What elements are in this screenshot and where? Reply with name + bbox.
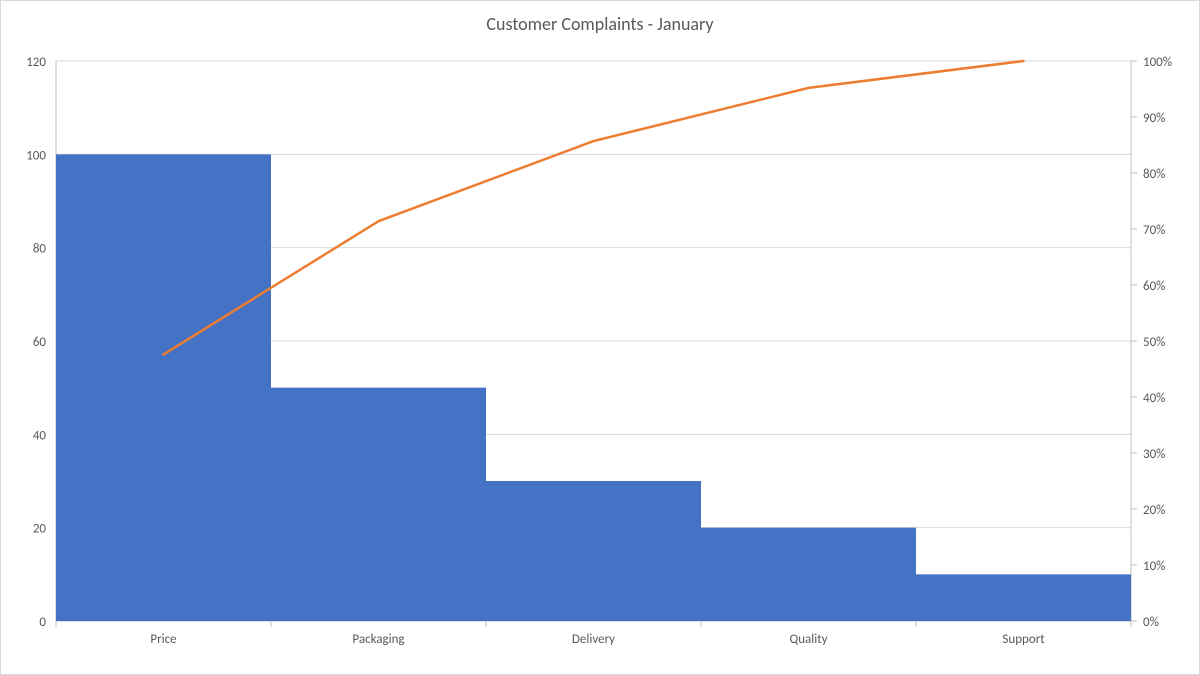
y-right-tick-label: 20% (1143, 503, 1165, 518)
bar (701, 528, 916, 621)
y-right-tick-label: 90% (1143, 111, 1165, 126)
y-right-tick-label: 70% (1143, 223, 1165, 238)
y-right-tick-label: 40% (1143, 391, 1165, 406)
y-left-tick-label: 0 (39, 615, 46, 630)
y-right-tick-label: 50% (1143, 335, 1165, 350)
chart-svg: 0 20 40 60 80 100 120 0% 10% 20% 30% 40% 50% 60% 70% 80… (1, 1, 1200, 675)
bar (486, 481, 701, 621)
y-right-tick-label: 30% (1143, 447, 1165, 462)
y-left-tick-label: 120 (26, 55, 46, 70)
category-label: Price (150, 632, 176, 647)
category-label: Quality (789, 632, 827, 647)
y-right-tick-label: 100% (1143, 55, 1172, 70)
y-left-tick-label: 40 (33, 428, 47, 443)
category-label: Delivery (572, 632, 615, 647)
bar (56, 154, 271, 621)
pareto-chart: Customer Complaints - January 0204060801… (0, 0, 1200, 675)
y-right-tick-label: 60% (1143, 279, 1165, 294)
category-label: Support (1002, 632, 1045, 647)
y-left-tick-label: 80 (33, 242, 47, 257)
y-right-tick-label: 0% (1143, 615, 1159, 630)
y-right-tick-label: 10% (1143, 559, 1165, 574)
y-left-tick-label: 20 (33, 522, 47, 537)
y-left-tick-label: 60 (33, 335, 47, 350)
y-left-tick-label: 100 (26, 148, 46, 163)
bar (271, 388, 486, 621)
bar (916, 574, 1131, 621)
category-label: Packaging (352, 632, 404, 647)
y-right-tick-label: 80% (1143, 167, 1165, 182)
cumulative-line (164, 61, 1024, 354)
